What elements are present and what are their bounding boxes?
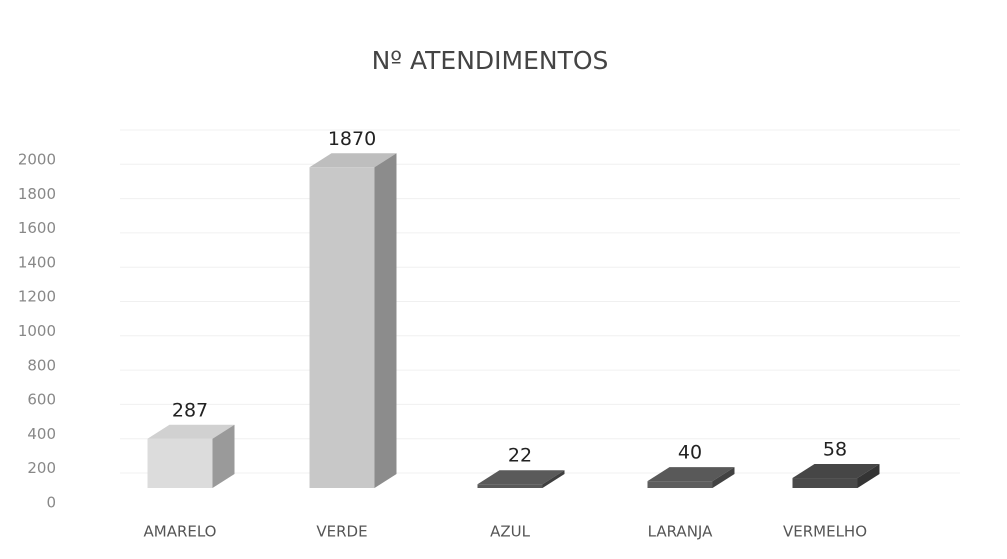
y-tick-label: 200 [27, 459, 56, 477]
y-tick-label: 1200 [18, 288, 56, 306]
y-tick-label: 400 [27, 425, 56, 443]
bar-top [477, 470, 565, 485]
bar-top [147, 424, 235, 439]
bar-front [792, 478, 858, 488]
chart-title: Nº ATENDIMENTOS [372, 46, 609, 75]
bar-side [212, 424, 235, 488]
bar-front [477, 484, 543, 488]
y-tick-label: 0 [46, 494, 56, 512]
bar-side [712, 467, 735, 488]
x-tick-label: AZUL [490, 523, 531, 541]
bar-top [792, 464, 880, 479]
bar-side [857, 464, 880, 488]
y-tick-label: 1600 [18, 219, 56, 237]
data-label: 22 [508, 445, 532, 467]
y-tick-label: 800 [27, 356, 56, 374]
bar-side [542, 470, 565, 488]
data-label: 1870 [328, 128, 376, 150]
data-label: 287 [172, 399, 208, 421]
y-tick-label: 1000 [18, 322, 56, 340]
y-tick-label: 1400 [18, 253, 56, 271]
bar-side [374, 153, 397, 489]
bar-front [147, 438, 213, 488]
bar-front [647, 481, 713, 488]
x-tick-label: VERDE [316, 523, 367, 541]
y-tick-label: 600 [27, 391, 56, 409]
x-tick-label: AMARELO [144, 523, 217, 541]
data-label: 40 [678, 442, 702, 464]
y-tick-label: 1800 [18, 185, 56, 203]
data-label: 58 [823, 439, 847, 461]
bar-top [309, 153, 397, 168]
y-tick-label: 2000 [18, 151, 56, 169]
bar-front [309, 167, 375, 489]
x-tick-label: VERMELHO [783, 523, 867, 541]
bar-top [647, 467, 735, 482]
x-tick-label: LARANJA [648, 523, 713, 541]
